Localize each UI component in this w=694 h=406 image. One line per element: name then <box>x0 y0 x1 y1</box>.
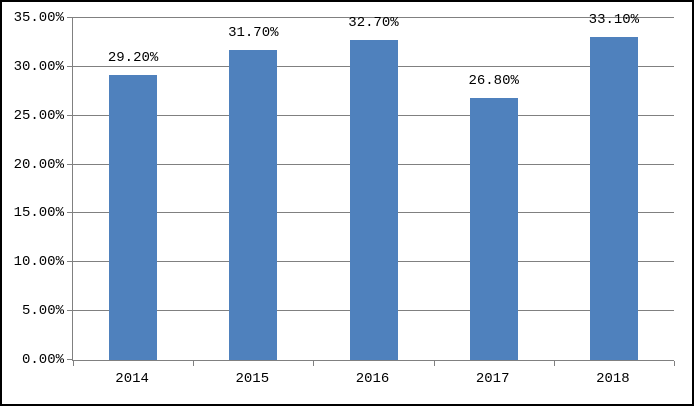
y-axis-tick-label: 30.00% <box>13 58 64 75</box>
y-axis-tick-mark <box>67 359 73 360</box>
x-axis-tick-mark <box>433 361 435 366</box>
y-axis-tick-mark <box>67 17 73 18</box>
data-label-2018: 33.10% <box>588 11 640 28</box>
data-label-2015: 31.70% <box>228 25 279 42</box>
y-axis-tick-label: 5.00% <box>21 303 64 320</box>
plot-area: 29.20% 31.70% 32.70% 26.80% 33.10% <box>67 13 675 366</box>
x-axis-tick-mark <box>313 361 315 366</box>
y-axis: 0.00% 5.00% 10.00% 15.00% 20.00% 25.00% 30.00%… <box>2 11 64 367</box>
y-axis-tick-label: 0.00% <box>21 352 64 368</box>
x-axis-label-2016: 2016 <box>355 371 390 387</box>
y-axis-tick-mark <box>67 65 73 67</box>
x-axis-tick-mark <box>73 361 74 366</box>
gridline-35.00% <box>73 17 674 18</box>
bar-2015 <box>229 50 278 360</box>
data-label-2017: 26.80% <box>468 73 519 90</box>
y-axis-tick-mark <box>67 261 73 263</box>
y-axis-tick-mark <box>67 310 73 312</box>
y-axis-tick-label: 15.00% <box>13 205 64 222</box>
x-axis-tick-mark <box>553 361 555 366</box>
x-axis-label-2015: 2015 <box>235 371 270 387</box>
y-axis-tick-label: 20.00% <box>13 156 64 173</box>
x-axis-tick-mark <box>674 361 675 366</box>
data-label-2016: 32.70% <box>348 15 399 32</box>
bar-2016 <box>349 40 398 360</box>
data-label-2014: 29.20% <box>107 49 159 66</box>
bar-2017 <box>469 98 518 360</box>
x-axis-label-2018: 2018 <box>596 371 630 387</box>
bar-2014 <box>109 74 158 360</box>
y-axis-tick-mark <box>67 163 73 165</box>
x-axis-tick-mark <box>193 361 195 366</box>
y-axis-tick-label: 25.00% <box>13 107 64 124</box>
y-axis-tick-mark <box>67 212 73 214</box>
y-axis-tick-label: 10.00% <box>13 254 64 271</box>
y-axis-tick-mark <box>67 114 73 116</box>
x-axis: 2014 2015 2016 2017 2018 <box>72 372 673 390</box>
x-axis-label-2014: 2014 <box>115 371 149 387</box>
x-axis-label-2017: 2017 <box>475 371 510 387</box>
y-axis-tick-label: 35.00% <box>13 10 64 26</box>
bar-2018 <box>589 36 638 360</box>
